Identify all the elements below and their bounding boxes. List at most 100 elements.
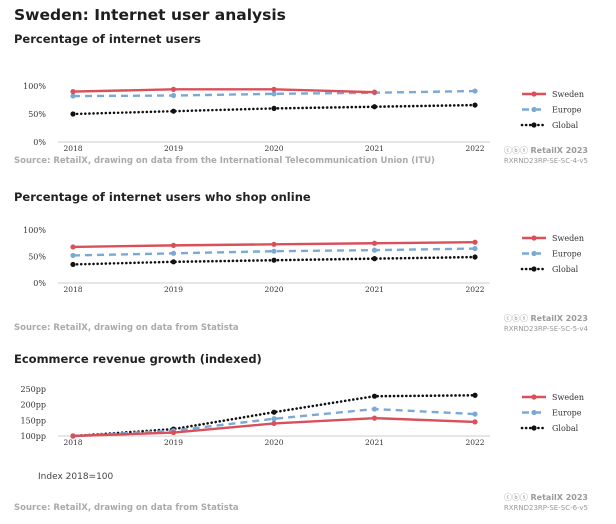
- legend-label-europe: Europe: [552, 106, 582, 115]
- data-point-europe: [271, 416, 277, 422]
- x-tick-label: 2018: [63, 438, 82, 447]
- data-point-europe: [70, 93, 76, 99]
- legend-marker-sweden: [531, 394, 537, 400]
- legend-marker-sweden: [531, 235, 537, 241]
- x-tick-label: 2021: [365, 438, 384, 447]
- data-point-global: [70, 261, 76, 268]
- data-point-sweden: [170, 429, 177, 436]
- data-point-europe: [371, 247, 378, 253]
- legend-marker-global: [531, 425, 537, 431]
- legend-label-sweden: Sweden: [552, 90, 584, 99]
- data-point-sweden: [472, 239, 478, 245]
- legend-marker-europe: [531, 106, 537, 113]
- credit-block: ⓒⓑⓢ RetailX 2023 RXRND23RP-SE-SC-6-v5: [504, 493, 588, 513]
- source-note: Source: RetailX, drawing on data from St…: [14, 323, 239, 333]
- page-title: Sweden: Internet user analysis: [14, 6, 286, 24]
- y-tick-label: 50%: [28, 253, 46, 262]
- data-point-sweden: [271, 420, 277, 427]
- source-note: Source: RetailX, drawing on data from St…: [14, 503, 239, 513]
- y-tick-label: 0%: [33, 138, 46, 147]
- data-point-global: [170, 259, 177, 265]
- y-tick-label: 100%: [23, 226, 46, 235]
- data-point-global: [371, 393, 378, 399]
- x-tick-label: 2020: [264, 285, 283, 294]
- x-tick-label: 2020: [264, 438, 283, 447]
- x-tick-label: 2021: [365, 285, 384, 294]
- x-tick-label: 2022: [465, 144, 484, 153]
- x-tick-label: 2022: [465, 285, 484, 294]
- line-chart-shop-online: 0% 50% 100% 2018 2019 2020 2021 2022 Sweden Europ…: [23, 226, 584, 294]
- data-point-global: [472, 102, 478, 108]
- data-point-sweden: [70, 89, 76, 95]
- data-point-europe: [472, 245, 478, 252]
- data-point-global: [271, 105, 277, 111]
- data-point-global: [371, 104, 378, 110]
- credit-block: ⓒⓑⓢ RetailX 2023 RXRND23RP-SE-SC-5-v4: [504, 314, 588, 334]
- legend-marker-europe: [531, 409, 537, 416]
- chart-code: RXRND23RP-SE-SC-6-v5: [503, 504, 588, 512]
- credit-block: ⓒⓑⓢ RetailX 2023 RXRND23RP-SE-SC-4-v5: [504, 146, 588, 166]
- brand-label: RetailX 2023: [530, 314, 588, 323]
- y-tick-label: 0%: [33, 279, 46, 288]
- chart-code: RXRND23RP-SE-SC-4-v5: [503, 157, 588, 165]
- legend-label-europe: Europe: [552, 250, 582, 259]
- data-point-europe: [170, 92, 177, 99]
- x-tick-label: 2021: [365, 144, 384, 153]
- index-note: Index 2018=100: [38, 472, 114, 482]
- legend-marker-sweden: [531, 91, 537, 97]
- chart-panel-internet-users: Percentage of internet users 0% 50% 100% 20…: [0, 32, 616, 172]
- chart-panel-ecommerce-growth: Ecommerce revenue growth (indexed) 100pp…: [0, 352, 616, 520]
- legend-label-global: Global: [552, 424, 579, 433]
- data-point-sweden: [170, 86, 177, 92]
- data-point-sweden: [170, 242, 177, 248]
- data-point-global: [170, 108, 177, 114]
- source-note: Source: RetailX, drawing on data from th…: [14, 156, 435, 166]
- legend-marker-global: [531, 266, 537, 272]
- chart-title: Percentage of internet users who shop on…: [14, 190, 311, 204]
- x-tick-label: 2018: [63, 144, 82, 153]
- license-icons: ⓒⓑⓢ: [503, 493, 528, 502]
- line-chart-internet-users: 0% 50% 100% 2018 2019 2020 2021 2022 Sweden Europ…: [23, 82, 584, 153]
- series-line-europe: [72, 407, 476, 438]
- brand-label: RetailX 2023: [530, 493, 588, 502]
- legend-marker-global: [531, 122, 537, 128]
- chart-code: RXRND23RP-SE-SC-5-v4: [503, 325, 588, 333]
- data-point-europe: [472, 411, 478, 417]
- y-tick-label: 250pp: [20, 385, 46, 394]
- data-point-global: [271, 409, 277, 415]
- data-point-sweden: [70, 244, 76, 250]
- legend-label-sweden: Sweden: [552, 234, 584, 243]
- x-tick-label: 2019: [164, 438, 183, 447]
- y-tick-label: 200pp: [20, 401, 46, 410]
- data-point-sweden: [70, 433, 76, 439]
- y-tick-label: 150pp: [20, 416, 46, 425]
- data-point-europe: [271, 91, 277, 97]
- chart-panel-shop-online: Percentage of internet users who shop on…: [0, 190, 616, 340]
- data-point-global: [271, 257, 277, 263]
- data-point-global: [371, 256, 378, 262]
- brand-label: RetailX 2023: [530, 146, 588, 155]
- data-point-sweden: [371, 240, 378, 246]
- y-tick-label: 100%: [23, 82, 46, 91]
- data-point-sweden: [472, 419, 478, 425]
- y-tick-label: 100pp: [20, 432, 46, 441]
- data-point-sweden: [271, 241, 277, 247]
- license-icons: ⓒⓑⓢ: [503, 314, 528, 323]
- chart-title: Ecommerce revenue growth (indexed): [14, 352, 262, 366]
- x-tick-label: 2020: [264, 144, 283, 153]
- data-point-global: [472, 254, 478, 260]
- x-tick-label: 2019: [164, 144, 183, 153]
- data-point-europe: [70, 252, 76, 259]
- legend-label-global: Global: [552, 265, 579, 274]
- y-tick-label: 50%: [28, 110, 46, 119]
- data-point-sweden: [271, 86, 277, 92]
- series-line-global: [71, 393, 477, 438]
- line-chart-ecommerce-growth: 100pp 150pp 200pp 250pp 2018 2019 2020 2021 2022…: [20, 385, 584, 447]
- data-point-europe: [371, 406, 378, 412]
- chart-title: Percentage of internet users: [14, 32, 201, 46]
- x-tick-label: 2019: [164, 285, 183, 294]
- legend-marker-europe: [531, 250, 537, 257]
- data-point-europe: [472, 88, 478, 94]
- data-point-global: [70, 111, 76, 117]
- data-point-europe: [170, 250, 177, 256]
